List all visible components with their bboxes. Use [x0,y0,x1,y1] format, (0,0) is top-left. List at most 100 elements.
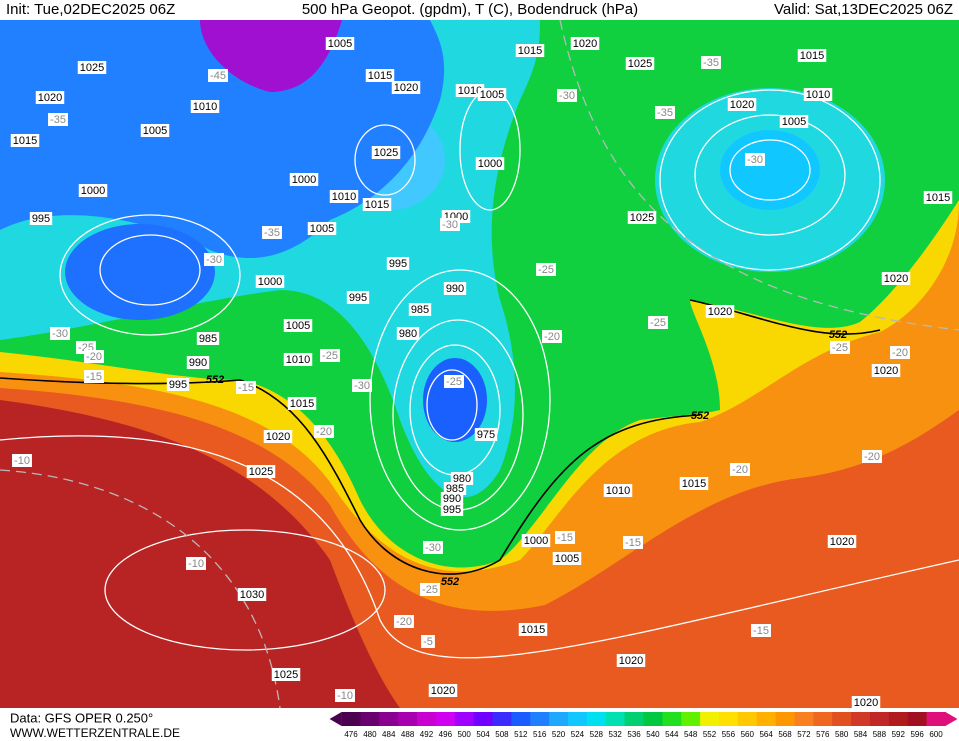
colorbar-label: 552 [703,730,717,739]
pressure-label-text: 1010 [458,85,482,97]
temperature-label: -25 [420,583,440,596]
temperature-label: -10 [335,689,355,702]
colorbar-label: 584 [854,730,868,739]
pressure-label: 1005 [477,88,507,101]
pressure-label-text: 1015 [13,135,37,147]
pressure-label: 1020 [391,81,421,94]
temperature-label-text: -30 [425,542,441,554]
temperature-label: -20 [730,463,750,476]
pressure-label: 1005 [552,552,582,565]
pressure-label-box [474,428,498,441]
pressure-label: 1015 [365,69,395,82]
temperature-label-box [236,381,256,394]
map-title: 500 hPa Geopot. (gpdm), T (C), Bodendruc… [302,1,638,18]
pressure-label-text: 1020 [874,365,898,377]
pressure-label: 995 [386,257,410,270]
temperature-label: -20 [394,615,414,628]
pressure-label-text: 995 [349,292,367,304]
temperature-label-text: -15 [238,382,254,394]
temperature-label-text: -10 [337,690,353,702]
colorbar-label: 496 [439,730,453,739]
pressure-label-box [246,465,276,478]
temperature-label-box [623,536,643,549]
pressure-label-text: 1000 [478,158,502,170]
temperature-label-text: -30 [442,219,458,231]
pressure-label-text: 975 [477,429,495,441]
colorbar-swatch [718,712,739,726]
temperature-label: -5 [421,635,435,648]
temperature-label-box [262,226,282,239]
temperature-label-text: -20 [892,347,908,359]
colorbar-swatch [700,712,720,726]
pressure-label: 1020 [881,272,911,285]
temperature-label-box [648,316,668,329]
temperature-label-box [444,375,464,388]
temperature-label-box [421,635,435,648]
temperature-label-text: -35 [657,107,673,119]
pressure-label-box [307,222,337,235]
pressure-label-box [851,696,881,709]
pressure-label-text: 985 [446,483,464,495]
pressure-label: 1020 [827,535,857,548]
temperature-label: -35 [262,226,282,239]
temperature-label-box [862,450,882,463]
pressure-label-text: 1015 [926,192,950,204]
pressure-label-text: 1005 [328,38,352,50]
pressure-label-text: 1005 [782,116,806,128]
temperature-label-text: -10 [188,558,204,570]
pressure-label-box [346,291,370,304]
temperature-label-box [536,263,556,276]
temperature-label: -15 [236,381,256,394]
temperature-label: -30 [423,541,443,554]
colorbar-swatch [417,712,437,726]
site-url: WWW.WETTERZENTRALE.DE [10,726,180,740]
pressure-label-text: 995 [389,258,407,270]
temperature-label: -20 [84,350,104,363]
temperature-label: -35 [48,113,68,126]
temperature-label-box [730,463,750,476]
pressure-label-box [570,37,600,50]
pressure-label-text: 1010 [606,485,630,497]
pressure-label-box [190,100,220,113]
pressure-label: 1020 [263,430,293,443]
pressure-label: 1025 [627,211,657,224]
pressure-label-text: 1020 [884,273,908,285]
pressure-label: 1015 [515,44,545,57]
colorbar-label: 524 [571,730,585,739]
pressure-label-text: 1015 [365,199,389,211]
temperature-label: -20 [862,450,882,463]
colorbar-label: 484 [382,730,396,739]
pressure-label-box [521,534,551,547]
pressure-label-box [727,98,757,111]
pressure-label: 1025 [625,57,655,70]
pressure-label-box [35,91,65,104]
valid-time: Valid: Sat,13DEC2025 06Z [774,1,953,18]
temperature-label-box [320,349,340,362]
colorbar-label: 492 [420,730,434,739]
pressure-label-box [10,134,40,147]
pressure-label: 1015 [518,623,548,636]
colorbar-label: 592 [892,730,906,739]
pressure-label-box [140,124,170,137]
pressure-label-box [871,364,901,377]
temperature-label: -15 [623,536,643,549]
pressure-label: 1010 [283,353,313,366]
map-field [0,20,959,708]
pressure-label-box [552,552,582,565]
pressure-label: 995 [166,378,190,391]
pressure-label-text: 1015 [800,50,824,62]
temperature-label-text: -15 [86,371,102,383]
pressure-label-text: 990 [446,283,464,295]
temperature-label-box [314,425,334,438]
pressure-label-text: 1015 [290,398,314,410]
temperature-label-box [335,689,355,702]
temperature-label-text: -25 [446,376,462,388]
pressure-label: 980 [450,472,474,485]
temperature-label-box [745,153,765,166]
pressure-label-text: 980 [453,473,471,485]
colorbar-arrow-high [945,712,958,726]
pressure-label: 985 [196,332,220,345]
pressure-label-box [518,623,548,636]
pressure-label-text: 1010 [286,354,310,366]
